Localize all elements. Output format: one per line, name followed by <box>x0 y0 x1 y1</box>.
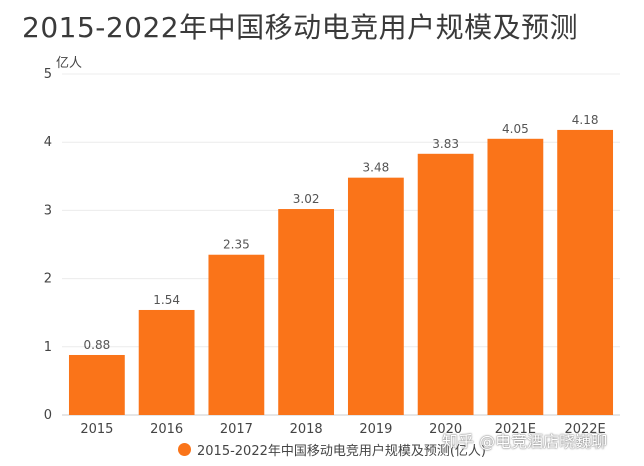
data-label: 4.18 <box>572 113 599 127</box>
legend[interactable]: 2015-2022年中国移动电竞用户规模及预测(亿人) <box>178 440 486 459</box>
y-tick-label: 3 <box>44 203 52 218</box>
legend-swatch <box>178 443 191 456</box>
y-tick-label: 0 <box>44 408 52 423</box>
y-axis-unit-label: 亿人 <box>56 56 83 71</box>
x-tick-label: 2017 <box>220 422 253 437</box>
y-tick-label: 5 <box>44 67 52 82</box>
chart-title: 2015-2022年中国移动电竞用户规模及预测 <box>22 11 579 44</box>
y-tick-label: 1 <box>44 340 52 355</box>
data-label: 3.02 <box>293 192 320 206</box>
data-label: 3.48 <box>363 161 390 175</box>
data-label: 3.83 <box>432 137 459 151</box>
bar-2015[interactable] <box>68 354 125 415</box>
x-tick-label: 2021E <box>495 422 536 437</box>
x-tick-label: 2022E <box>564 422 605 437</box>
data-label: 1.54 <box>153 293 180 307</box>
bar-2021E[interactable] <box>487 138 544 416</box>
bar-2022E[interactable] <box>557 129 614 415</box>
data-label: 4.05 <box>502 122 529 136</box>
bar-chart: 0 1 2 3 4 5 0.88 2015 1.54 2016 2.35 2017 3.02 2018 3.… <box>44 67 620 437</box>
y-tick-label: 2 <box>44 272 52 287</box>
x-tick-label: 2020 <box>429 422 462 437</box>
bar-2020[interactable] <box>417 153 474 415</box>
data-label: 2.35 <box>223 238 250 252</box>
x-tick-label: 2015 <box>80 422 113 437</box>
bar-2019[interactable] <box>347 177 404 415</box>
watermark: 知乎 @电竞酒店晓巍聊 <box>442 432 608 451</box>
data-label: 0.88 <box>84 338 111 352</box>
x-tick-label: 2018 <box>290 422 323 437</box>
legend-label: 2015-2022年中国移动电竞用户规模及预测(亿人) <box>197 444 487 459</box>
bar-2016[interactable] <box>138 309 195 415</box>
x-tick-label: 2019 <box>359 422 392 437</box>
bar-2018[interactable] <box>278 209 335 415</box>
bar-2017[interactable] <box>208 254 265 415</box>
y-tick-label: 4 <box>44 135 52 150</box>
x-tick-label: 2016 <box>150 422 183 437</box>
